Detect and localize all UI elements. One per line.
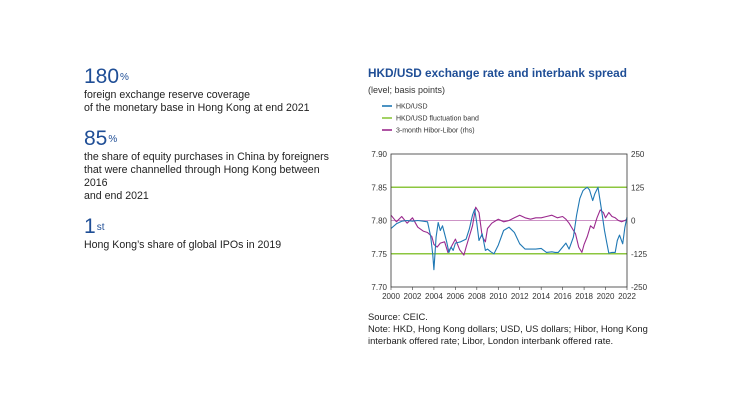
x-tick-label: 2006 <box>446 292 464 301</box>
x-tick-label: 2010 <box>489 292 507 301</box>
y-right-tick-label: 125 <box>631 183 645 192</box>
chart-legend: HKD/USD HKD/USD fluctuation band 3-month H… <box>382 104 479 135</box>
stat-description: Hong Kong’s share of global IPOs in 2019 <box>84 239 282 251</box>
chart-series <box>390 186 628 271</box>
stat-unit: % <box>120 72 129 83</box>
stat-unit: st <box>96 222 105 233</box>
stat-unit: % <box>108 134 118 145</box>
stat-ipo-rank: 1st Hong Kong’s share of global IPOs in … <box>84 216 334 252</box>
stat-equity-share: 85% the share of equity purchases in Chi… <box>84 128 334 203</box>
y-right-tick-label: 0 <box>631 217 636 226</box>
y-right-tick-label: -250 <box>631 283 648 292</box>
legend-label: HKD/USD fluctuation band <box>396 116 479 123</box>
y-left-tick-label: 7.85 <box>371 183 387 192</box>
x-tick-label: 2014 <box>532 292 550 301</box>
exchange-rate-chart: 7.70 7.75 7.80 7.85 7.90 -250 -125 0 125 250 2000 2… <box>371 104 647 302</box>
stat-number: 180 <box>84 65 120 88</box>
note-text: Note: HKD, Hong Kong dollars; USD, US do… <box>368 323 648 346</box>
legend-label: HKD/USD <box>396 104 428 111</box>
key-stats: 180% foreign exchange reserve coverage o… <box>84 66 334 265</box>
stat-description: the share of equity purchases in China b… <box>84 151 329 202</box>
source-text: Source: CEIC. <box>368 311 428 322</box>
hibor-libor-spread-line <box>390 206 628 256</box>
x-tick-label: 2022 <box>618 292 636 301</box>
x-tick-label: 2016 <box>554 292 572 301</box>
stat-value: 180% <box>84 66 334 88</box>
x-tick-label: 2020 <box>597 292 615 301</box>
x-tick-label: 2002 <box>404 292 422 301</box>
y-right-tick-label: -125 <box>631 250 648 259</box>
chart-notes: Source: CEIC. Note: HKD, Hong Kong dolla… <box>368 311 668 347</box>
axis-ticks: 7.70 7.75 7.80 7.85 7.90 -250 -125 0 125 250 2000 2… <box>371 150 647 301</box>
x-tick-label: 2004 <box>425 292 443 301</box>
y-left-tick-label: 7.90 <box>371 150 387 159</box>
chart-subtitle: (level; basis points) <box>368 85 446 95</box>
stat-value: 85% <box>84 128 334 150</box>
stat-value: 1st <box>84 216 334 238</box>
stat-fx-reserve: 180% foreign exchange reserve coverage o… <box>84 66 334 115</box>
y-right-tick-label: 250 <box>631 150 645 159</box>
stat-description: foreign exchange reserve coverage of the… <box>84 89 310 114</box>
y-left-tick-label: 7.70 <box>371 283 387 292</box>
stat-number: 85 <box>84 127 108 150</box>
x-tick-label: 2008 <box>468 292 486 301</box>
hkd-usd-line <box>390 186 628 271</box>
plot-frame <box>390 153 628 288</box>
chart-title: HKD/USD exchange rate and interbank spre… <box>368 66 627 80</box>
x-tick-label: 2018 <box>575 292 593 301</box>
stat-number: 1 <box>84 215 96 238</box>
y-left-tick-label: 7.75 <box>371 250 387 259</box>
y-left-tick-label: 7.80 <box>371 217 387 226</box>
x-tick-label: 2012 <box>511 292 529 301</box>
legend-label: 3-month Hibor-Libor (rhs) <box>396 128 475 135</box>
x-tick-label: 2000 <box>382 292 400 301</box>
